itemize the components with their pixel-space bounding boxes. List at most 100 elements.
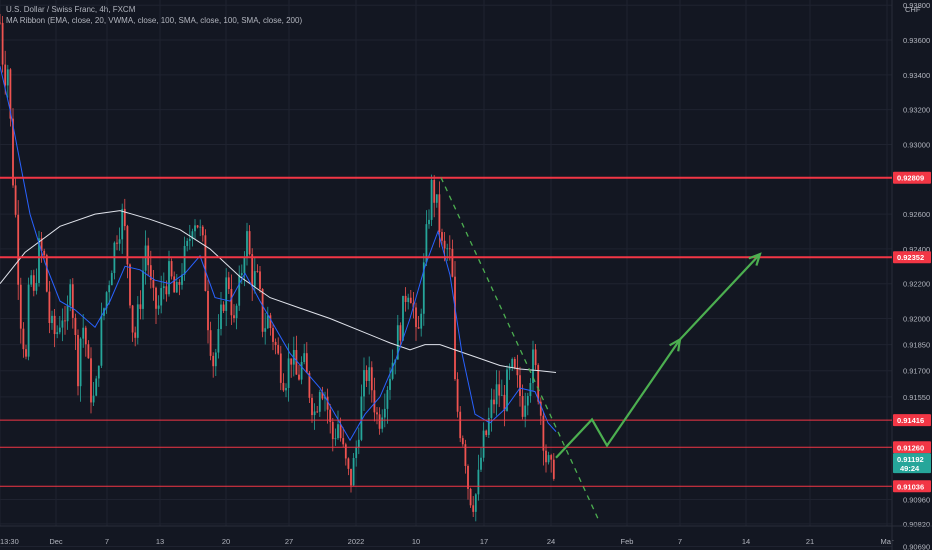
candle-body bbox=[14, 185, 17, 215]
candle-body bbox=[277, 345, 280, 354]
candle-body bbox=[188, 238, 191, 241]
candle-body bbox=[290, 358, 293, 365]
projection-path bbox=[555, 253, 761, 459]
projection-arrowhead-end bbox=[748, 252, 762, 266]
candle-body bbox=[438, 194, 441, 233]
candle-body bbox=[152, 279, 155, 288]
candle-body bbox=[415, 307, 417, 328]
candle-body bbox=[474, 494, 477, 512]
candle-body bbox=[279, 353, 282, 383]
level-price-label: 0.92809 bbox=[897, 174, 924, 183]
candle-body bbox=[344, 444, 347, 459]
candle-body bbox=[326, 396, 329, 410]
candle-body bbox=[433, 179, 436, 203]
projection-arrowhead-mid bbox=[669, 337, 682, 352]
candle-body bbox=[58, 327, 61, 333]
candle-body bbox=[45, 255, 48, 292]
candle-body bbox=[38, 238, 40, 283]
candle-body bbox=[74, 317, 77, 336]
candle-body bbox=[425, 224, 428, 263]
candle-body bbox=[282, 382, 285, 391]
x-tick-label: Mar bbox=[881, 537, 894, 546]
candle-body bbox=[339, 424, 342, 439]
candle-body bbox=[204, 235, 207, 291]
candle-body bbox=[318, 391, 321, 412]
candle-body bbox=[199, 226, 202, 228]
candle-body bbox=[209, 330, 212, 356]
y-tick-label: 0.92400 bbox=[903, 245, 930, 254]
candle-body bbox=[534, 349, 537, 366]
candle-body bbox=[43, 250, 46, 256]
candle-body bbox=[513, 358, 516, 368]
level-price-tag bbox=[893, 414, 931, 427]
candle-body bbox=[87, 344, 90, 359]
candle-body bbox=[56, 332, 59, 335]
y-tick-label: 0.90960 bbox=[903, 496, 930, 505]
candle-body bbox=[357, 439, 360, 448]
indicator-legend[interactable]: MA Ribbon (EMA, close, 20, VWMA, close, … bbox=[6, 16, 303, 25]
candle-body bbox=[194, 225, 196, 232]
candle-body bbox=[537, 365, 540, 402]
candle-body bbox=[71, 284, 74, 318]
level-price-tag bbox=[893, 251, 931, 264]
x-tick-label: 17 bbox=[480, 537, 488, 546]
candle-body bbox=[157, 305, 160, 309]
candle-body bbox=[503, 394, 506, 411]
candle-body bbox=[407, 297, 410, 303]
candle-body bbox=[399, 325, 402, 341]
currency-label: CHF bbox=[905, 5, 921, 14]
candle-body bbox=[233, 315, 235, 319]
countdown-label: 49:24 bbox=[900, 464, 920, 473]
candle-body bbox=[196, 225, 199, 228]
candle-body bbox=[261, 288, 264, 332]
candle-body bbox=[547, 455, 550, 463]
candle-body bbox=[519, 375, 521, 396]
candle-body bbox=[464, 444, 467, 466]
candle-body bbox=[201, 226, 204, 236]
x-tick-label: 27 bbox=[285, 537, 293, 546]
candle-body bbox=[311, 397, 313, 416]
candle-body bbox=[64, 320, 66, 322]
candle-body bbox=[243, 257, 246, 274]
candle-body bbox=[139, 304, 142, 309]
candle-body bbox=[526, 396, 529, 406]
candle-body bbox=[126, 226, 129, 265]
level-price-label: 0.91260 bbox=[897, 443, 924, 452]
candle-body bbox=[274, 341, 277, 346]
candle-body bbox=[417, 327, 420, 329]
candle-body bbox=[313, 411, 316, 416]
candle-body bbox=[430, 179, 433, 220]
candle-body bbox=[238, 275, 241, 306]
candle-body bbox=[454, 276, 456, 380]
candle-body bbox=[539, 401, 542, 416]
candle-body bbox=[272, 328, 274, 342]
candle-body bbox=[168, 261, 170, 295]
y-tick-label: 0.91700 bbox=[903, 367, 930, 376]
candle-body bbox=[173, 276, 176, 293]
candle-body bbox=[383, 408, 386, 418]
candle-body bbox=[529, 382, 532, 397]
candle-body bbox=[95, 378, 98, 396]
candle-body bbox=[303, 353, 306, 362]
candle-body bbox=[110, 273, 113, 286]
candle-body bbox=[420, 313, 423, 329]
candle-body bbox=[220, 304, 222, 330]
candle-body bbox=[516, 367, 519, 376]
y-tick-label: 0.93400 bbox=[903, 71, 930, 80]
y-tick-label: 0.90690 bbox=[903, 543, 930, 550]
symbol-title[interactable]: U.S. Dollar / Swiss Franc, 4h, FXCM bbox=[6, 5, 136, 14]
candle-body bbox=[329, 409, 332, 422]
candle-body bbox=[493, 399, 495, 405]
candle-body bbox=[285, 387, 287, 391]
level-price-tag bbox=[893, 441, 931, 454]
x-tick-label: 7 bbox=[678, 537, 682, 546]
candle-body bbox=[19, 284, 22, 329]
candle-body bbox=[287, 358, 290, 388]
candle-body bbox=[386, 389, 389, 409]
candle-body bbox=[402, 295, 404, 341]
candle-body bbox=[480, 457, 482, 470]
x-tick-label: 2022 bbox=[348, 537, 365, 546]
x-tick-label: 13 bbox=[156, 537, 164, 546]
candle-body bbox=[186, 240, 189, 246]
